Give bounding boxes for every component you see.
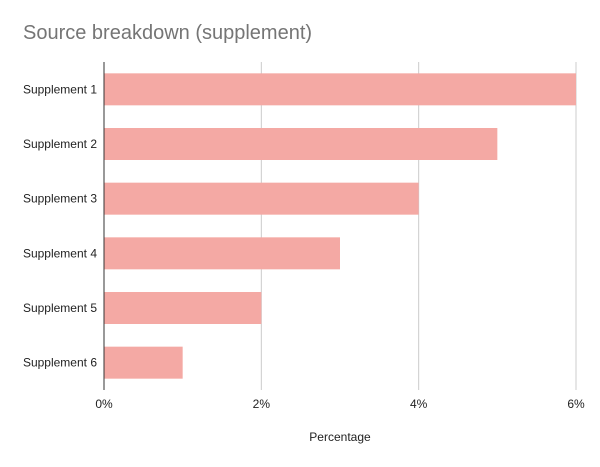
x-axis-title: Percentage bbox=[309, 430, 371, 444]
category-labels: Supplement 1 Supplement 2 Supplement 3 Supp… bbox=[23, 82, 97, 369]
x-tick-label: 2% bbox=[253, 397, 271, 411]
x-tick-label: 6% bbox=[567, 397, 585, 411]
x-tick-labels: 0% 2% 4% 6% bbox=[95, 397, 585, 411]
bar bbox=[104, 292, 262, 324]
gridlines bbox=[260, 62, 577, 390]
bar bbox=[104, 346, 183, 379]
category-label: Supplement 1 bbox=[23, 82, 97, 96]
category-label: Supplement 5 bbox=[23, 301, 97, 315]
category-label: Supplement 3 bbox=[23, 192, 97, 206]
bar bbox=[104, 182, 419, 215]
x-tick-label: 4% bbox=[410, 397, 428, 411]
category-label: Supplement 6 bbox=[23, 356, 97, 370]
bar bbox=[104, 128, 498, 160]
category-label: Supplement 4 bbox=[23, 246, 97, 260]
chart-title: Source breakdown (supplement) bbox=[23, 22, 313, 44]
bar bbox=[104, 237, 340, 270]
bars bbox=[104, 73, 576, 379]
x-tick-label: 0% bbox=[95, 397, 113, 411]
category-label: Supplement 2 bbox=[23, 137, 97, 151]
bar bbox=[104, 73, 576, 106]
